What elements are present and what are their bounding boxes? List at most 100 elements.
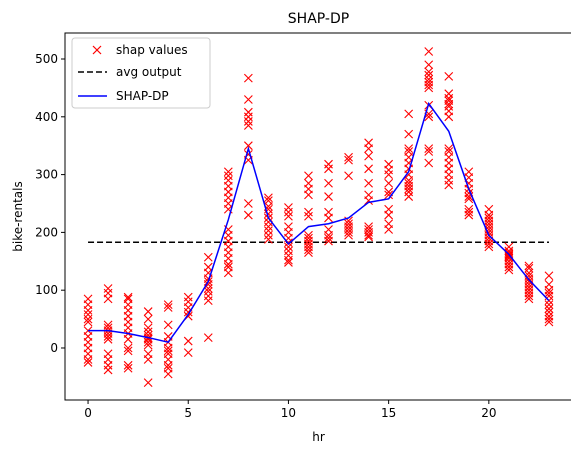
shap-value-point — [464, 210, 474, 220]
x-tick-label: 5 — [184, 406, 192, 420]
shap-value-point — [424, 83, 434, 93]
plot-area — [83, 47, 554, 388]
shap-value-point — [143, 307, 153, 316]
legend: shap values avg output SHAP-DP — [71, 37, 211, 109]
shap-dp-line — [88, 101, 550, 344]
chart-title: SHAP-DP — [288, 11, 349, 27]
shap-value-point — [304, 245, 313, 255]
shap-value-point — [284, 211, 293, 221]
shap-value-point — [424, 144, 434, 153]
shap-value-point — [223, 259, 233, 269]
shap-value-point — [223, 268, 233, 278]
shap-value-point — [364, 232, 373, 242]
y-tick-label: 0 — [50, 341, 58, 355]
shap-value-point — [544, 317, 554, 327]
shap-value-point — [444, 71, 454, 81]
shap-value-point — [444, 144, 454, 153]
shap-value-point — [264, 230, 273, 240]
y-tick-label: 200 — [35, 225, 58, 239]
shap-value-point — [404, 192, 414, 201]
shap-value-point — [83, 355, 93, 364]
shap-value-point — [163, 300, 173, 310]
y-axis-label: bike-rentals — [11, 181, 25, 252]
shap-value-point — [243, 95, 253, 104]
shap-value-point — [544, 304, 554, 314]
shap-value-point — [524, 291, 534, 301]
shap-value-point — [404, 129, 414, 139]
shap-value-point — [364, 230, 373, 240]
shap-value-point — [324, 236, 333, 246]
shap-value-point — [424, 67, 434, 77]
shap-value-point — [143, 314, 153, 324]
shap-value-point — [344, 152, 353, 162]
shap-value-point — [203, 296, 213, 305]
shap-value-point — [384, 178, 394, 188]
shap-value-point — [344, 230, 353, 240]
shap-value-point — [264, 234, 273, 244]
shap-value-point — [223, 167, 233, 177]
shap-value-point — [384, 225, 394, 234]
shap-value-point — [163, 303, 173, 312]
shap-value-point — [544, 271, 554, 281]
shap-value-point — [524, 294, 534, 304]
shap-value-point — [123, 334, 133, 344]
shap-value-point — [243, 121, 253, 130]
shap-value-point — [284, 242, 293, 252]
shap-value-point — [424, 80, 434, 90]
shap-value-point — [243, 199, 253, 208]
shap-value-point — [364, 164, 373, 174]
shap-value-point — [243, 210, 253, 220]
x-tick-label: 10 — [281, 406, 296, 420]
shap-value-point — [183, 348, 193, 357]
shap-value-point — [243, 141, 253, 151]
shap-value-point — [163, 360, 173, 370]
shap-value-point — [304, 211, 313, 221]
shap-value-point — [123, 346, 133, 356]
shap-value-point — [284, 207, 293, 217]
x-axis: 0 5 10 15 20 — [84, 400, 496, 420]
shap-value-point — [83, 314, 93, 324]
shap-value-point — [123, 360, 133, 370]
shap-value-point — [143, 340, 153, 350]
shap-value-point — [123, 292, 133, 302]
shap-value-point — [424, 60, 434, 70]
shap-value-point — [103, 334, 113, 344]
shap-value-point — [163, 346, 173, 356]
shap-value-point — [404, 144, 414, 153]
shap-value-point — [243, 117, 253, 126]
legend-box — [71, 37, 211, 109]
shap-value-point — [524, 261, 534, 271]
shap-value-point — [544, 288, 554, 298]
shap-value-point — [143, 355, 153, 364]
legend-label-avg-output: avg output — [116, 65, 182, 79]
shap-value-point — [544, 300, 554, 310]
legend-marker-shap-values — [92, 45, 102, 55]
shap-value-point — [424, 158, 434, 168]
shap-value-point — [344, 155, 353, 165]
shap-value-point — [83, 306, 93, 315]
shap-value-point — [404, 184, 414, 194]
shap-value-point — [424, 147, 434, 156]
shap-value-point — [284, 255, 293, 265]
y-tick-label: 500 — [35, 52, 58, 66]
shap-value-point — [264, 222, 273, 232]
x-tick-label: 20 — [481, 406, 496, 420]
shap-value-point — [324, 233, 333, 243]
shap-value-point — [404, 109, 414, 119]
shap-value-point — [324, 178, 333, 188]
shap-value-point — [364, 151, 373, 161]
shap-value-point — [304, 207, 313, 217]
shap-value-point — [324, 192, 333, 201]
shap-value-point — [504, 262, 514, 272]
shap-value-point — [444, 99, 454, 109]
shap-value-point — [143, 323, 153, 333]
legend-label-shap-values: shap values — [116, 43, 188, 57]
shap-value-point — [384, 170, 394, 179]
shap-value-point — [163, 369, 173, 379]
shap-value-point — [83, 358, 93, 367]
y-tick-label: 300 — [35, 168, 58, 182]
x-tick-label: 15 — [381, 406, 396, 420]
shap-value-point — [123, 363, 133, 373]
y-tick-label: 400 — [35, 110, 58, 124]
